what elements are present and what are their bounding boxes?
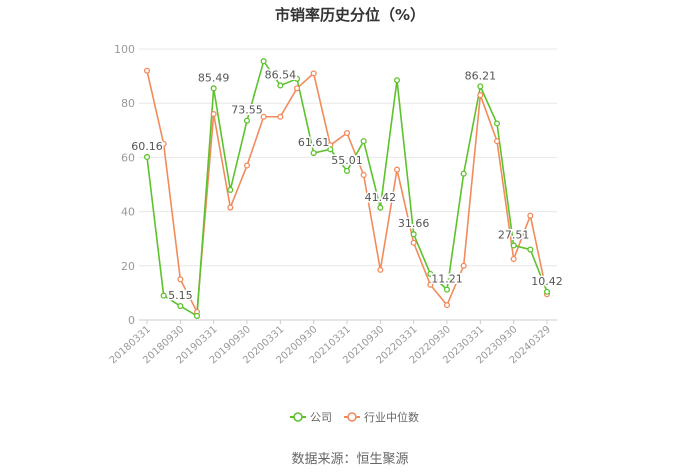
data-label: 61.61 xyxy=(298,136,330,149)
legend-item-company[interactable]: 公司 xyxy=(290,411,332,424)
series-points xyxy=(143,58,551,319)
industry-median-point xyxy=(160,140,167,147)
industry-median-point xyxy=(427,281,434,288)
company-point xyxy=(143,153,151,161)
company-point xyxy=(160,292,167,299)
industry-median-point xyxy=(343,129,351,137)
data-label: 86.54 xyxy=(265,68,297,81)
industry-median-point xyxy=(443,302,451,309)
industry-median-point xyxy=(410,239,417,246)
company-point xyxy=(360,138,367,145)
industry-median-point xyxy=(210,110,217,118)
company-point xyxy=(410,231,417,238)
industry-median-point xyxy=(377,266,384,273)
company-point xyxy=(527,246,534,253)
industry-median-point xyxy=(360,171,367,179)
company-point xyxy=(193,312,201,319)
company-point xyxy=(460,170,467,177)
company-point xyxy=(177,302,184,310)
data-label: 5.15 xyxy=(168,289,193,302)
data-label: 10.42 xyxy=(531,275,563,288)
y-tick-label: 80 xyxy=(121,97,135,110)
data-label: 86.21 xyxy=(465,69,497,82)
industry-median-point xyxy=(227,204,234,211)
legend[interactable]: 公司 行业中位数 xyxy=(290,410,419,424)
industry-median-point xyxy=(393,166,401,173)
industry-median-point xyxy=(510,255,517,263)
company-point xyxy=(310,149,317,157)
legend-marker xyxy=(347,412,357,422)
industry-median-line xyxy=(146,70,548,313)
company-point xyxy=(493,120,501,127)
data-label: 31.66 xyxy=(398,217,430,230)
legend-label: 公司 xyxy=(310,411,332,424)
legend-marker xyxy=(293,412,303,422)
legend-label: 行业中位数 xyxy=(364,410,419,424)
data-label: 11.21 xyxy=(431,273,463,286)
company-point xyxy=(260,58,267,65)
chart-title: 市销率历史分位（%） xyxy=(274,6,426,24)
industry-median-point xyxy=(243,162,251,169)
company-point xyxy=(543,288,551,295)
company-point xyxy=(393,77,401,84)
y-tick-label: 100 xyxy=(114,43,135,56)
y-tick-label: 0 xyxy=(128,314,135,327)
industry-median-point xyxy=(143,67,151,74)
industry-median-point xyxy=(477,92,484,99)
company-point xyxy=(293,75,301,82)
industry-median-point xyxy=(493,138,501,145)
company-point xyxy=(443,286,451,293)
industry-median-point xyxy=(277,113,284,120)
industry-median-point xyxy=(527,212,534,219)
grid-lines xyxy=(139,48,557,321)
data-label: 41.42 xyxy=(365,191,397,204)
source-note: 数据来源：恒生聚源 xyxy=(291,452,409,467)
company-point xyxy=(210,85,217,92)
industry-median-point xyxy=(177,276,184,283)
industry-median-point xyxy=(260,113,267,120)
company-point xyxy=(243,117,251,124)
y-tick-label: 40 xyxy=(121,206,135,219)
axes: 0204060801002018033120180930201903312019… xyxy=(108,43,553,366)
company-point xyxy=(327,146,334,153)
data-label: 85.49 xyxy=(198,71,230,84)
company-point xyxy=(377,204,384,211)
company-point xyxy=(427,270,434,277)
company-point xyxy=(227,186,234,193)
data-label: 60.16 xyxy=(131,140,163,153)
y-tick-label: 60 xyxy=(121,151,135,164)
legend-item-industry-median[interactable]: 行业中位数 xyxy=(344,410,419,424)
industry-median-point xyxy=(293,85,301,92)
data-label: 27.51 xyxy=(498,228,530,241)
company-line xyxy=(146,60,548,317)
data-label: 73.55 xyxy=(231,104,263,117)
company-point xyxy=(343,167,351,174)
industry-median-point xyxy=(460,262,467,269)
company-point xyxy=(477,83,484,90)
company-point xyxy=(277,82,284,89)
series-lines xyxy=(146,60,548,317)
y-tick-label: 20 xyxy=(121,260,135,273)
industry-median-point xyxy=(310,70,317,77)
data-label: 55.01 xyxy=(331,154,363,167)
company-point xyxy=(510,242,517,249)
